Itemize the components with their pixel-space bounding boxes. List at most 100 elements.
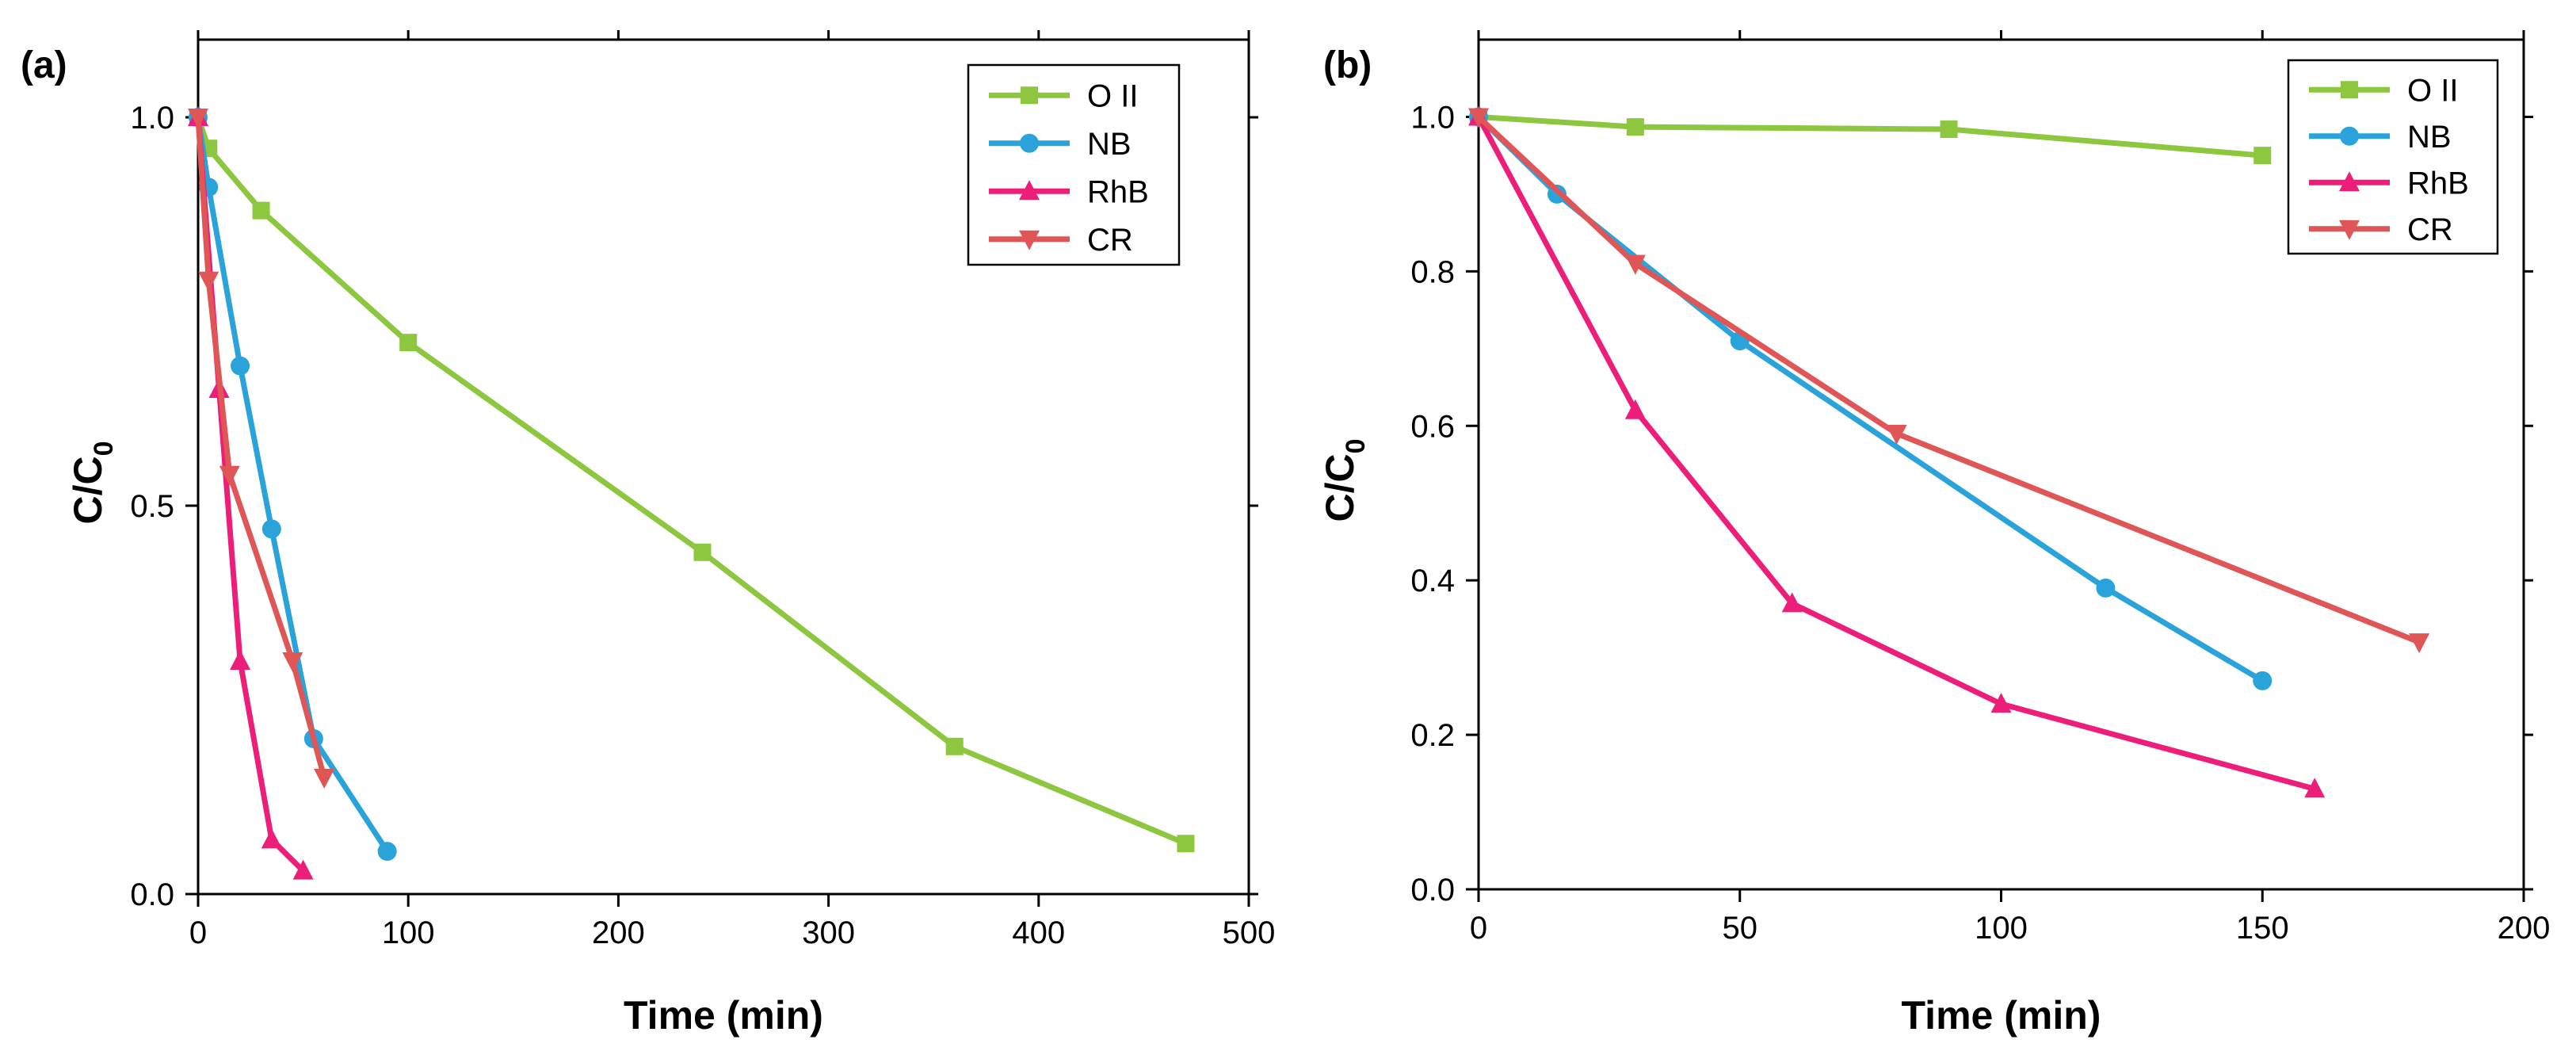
x-tick-label: 500 [1223, 915, 1276, 950]
legend-marker [1019, 180, 1040, 201]
x-tick-label: 200 [2498, 911, 2551, 946]
x-tick-label: 100 [1975, 911, 2028, 946]
y-tick-label: 0.0 [130, 877, 174, 912]
legend-marker [2341, 81, 2358, 99]
data-point-nb [377, 842, 397, 862]
data-point-nb [231, 356, 250, 376]
x-tick-label: 0 [1470, 911, 1487, 946]
series-rhb [1468, 105, 2326, 798]
legend-label: CR [2407, 212, 2453, 247]
legend-label: NB [2407, 120, 2452, 155]
data-point-rhb [261, 828, 282, 849]
data-point-nb [2253, 671, 2273, 690]
data-point-o-ii [1177, 835, 1195, 853]
legend-item-o-ii: O II [2309, 73, 2458, 108]
series-line-nb [195, 117, 390, 854]
data-point-cr [1624, 254, 1646, 275]
y-tick-label: 1.0 [1410, 100, 1455, 135]
y-axis-title-main: C/C [66, 456, 110, 524]
legend-label: NB [1087, 127, 1132, 162]
legend-item-nb: NB [2309, 120, 2452, 155]
series-line-cr [1476, 114, 2421, 645]
data-point-rhb [1624, 399, 1646, 419]
data-point-o-ii [945, 737, 964, 755]
legend-item-o-ii: O II [989, 78, 1138, 113]
data-point-rhb [2304, 778, 2326, 798]
legend-marker [1019, 230, 1040, 250]
data-point-rhb [230, 650, 251, 670]
legend-label: O II [2407, 73, 2458, 108]
data-point-o-ii [252, 201, 270, 220]
legend-marker [2339, 171, 2360, 192]
panel-label: (a) [21, 44, 67, 86]
y-axis-title: C/C0 [66, 441, 119, 524]
y-axis-title: C/C0 [1318, 438, 1371, 522]
plot-frame [197, 38, 1250, 896]
legend-item-nb: NB [989, 127, 1132, 162]
y-tick-label: 0.4 [1410, 564, 1455, 598]
legend-item-rhb: RhB [989, 174, 1149, 209]
series-nb [189, 108, 397, 862]
y-tick-label: 1.0 [130, 101, 174, 136]
legend-label: CR [1087, 223, 1133, 258]
legend-marker [1021, 86, 1038, 105]
x-tick-label: 0 [189, 915, 207, 950]
data-point-cr [219, 465, 240, 486]
legend-item-cr: CR [989, 223, 1133, 258]
x-tick-label: 50 [1723, 911, 1758, 946]
series-line-rhb [1475, 115, 2316, 792]
data-point-nb [2096, 578, 2116, 598]
data-point-cr [1468, 108, 1489, 128]
data-point-cr [1886, 425, 1907, 445]
panel-label: (b) [1323, 44, 1372, 86]
y-axis-title-subscript: 0 [89, 441, 119, 456]
legend: O II NB RhB CR [967, 63, 1181, 266]
y-axis-title-main: C/C [1318, 453, 1362, 522]
data-point-cr [314, 769, 335, 789]
y-tick-label: 0.0 [1410, 873, 1455, 908]
data-point-rhb [292, 859, 314, 880]
data-point-o-ii [1626, 118, 1644, 136]
x-tick-label: 150 [2236, 911, 2289, 946]
data-point-rhb [1781, 592, 1803, 613]
y-tick-label: 0.6 [1410, 409, 1455, 444]
legend-box [967, 63, 1181, 266]
series-cr [188, 109, 335, 789]
legend-marker [2339, 220, 2360, 240]
data-point-cr [282, 652, 303, 672]
series-cr [1468, 108, 2430, 654]
x-axis-title: Time (min) [624, 993, 823, 1038]
legend-label: RhB [1087, 174, 1149, 209]
series-line-nb [1476, 114, 2265, 683]
data-point-o-ii [1940, 120, 1958, 139]
y-tick-label: 0.8 [1410, 254, 1455, 289]
x-tick-label: 100 [382, 915, 435, 950]
data-point-rhb [1990, 693, 2012, 713]
panel-b: (b) 0 50 100 150 200 0.0 0.2 0.4 0.6 0.8 1.0 Time (m… [1318, 30, 2550, 1038]
data-point-o-ii [2254, 147, 2272, 165]
legend-label: RhB [2407, 166, 2469, 201]
data-point-o-ii [693, 543, 712, 561]
legend-item-cr: CR [2309, 212, 2453, 247]
legend-marker [2340, 126, 2359, 146]
x-tick-label: 400 [1012, 915, 1065, 950]
data-point-cr [198, 271, 219, 292]
legend-item-rhb: RhB [2309, 166, 2469, 201]
panel-a: (a) 0 100 200 300 400 500 0.0 0.5 1.0 Time (min) C/… [21, 30, 1275, 1038]
data-point-nb [261, 519, 281, 539]
y-tick-label: 0.5 [130, 489, 174, 524]
y-tick-label: 0.2 [1410, 718, 1455, 753]
legend-marker [1020, 133, 1039, 153]
legend: O II NB RhB CR [2287, 59, 2499, 255]
series-o-ii [1470, 108, 2272, 165]
data-point-cr [2409, 633, 2430, 654]
y-axis-title-subscript: 0 [1341, 438, 1371, 453]
data-point-cr [188, 109, 208, 128]
x-axis-title: Time (min) [1902, 993, 2101, 1038]
series-line-o-ii [1478, 113, 2263, 159]
data-point-o-ii [399, 334, 418, 352]
legend-label: O II [1087, 78, 1138, 113]
series-nb [1469, 107, 2273, 690]
x-tick-label: 300 [802, 915, 855, 950]
